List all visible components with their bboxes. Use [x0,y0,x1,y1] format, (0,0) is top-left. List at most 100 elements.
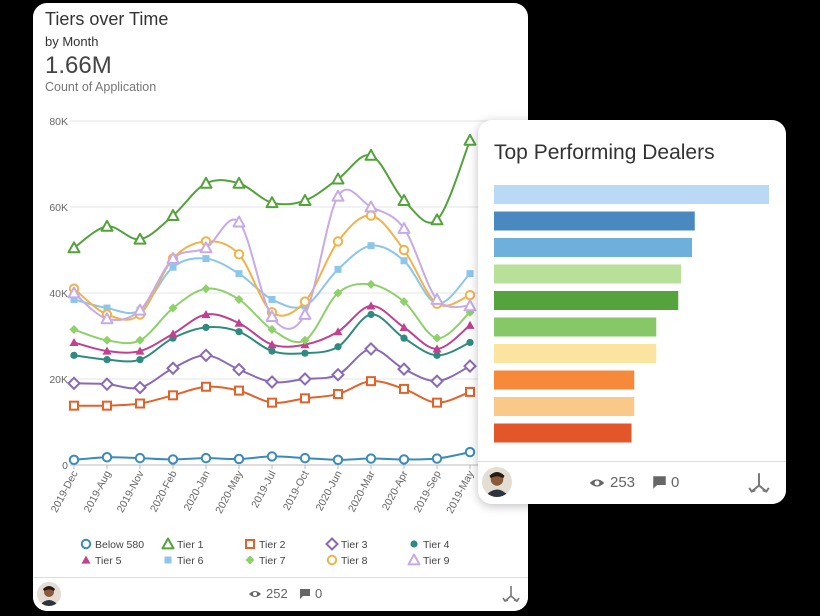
data-point-tier-9 [232,215,246,228]
data-point-tier-5 [366,301,376,310]
x-tick-label: 2020-Mar [346,468,378,514]
data-point-tier-7 [102,335,112,345]
data-point-tier-5 [399,322,409,331]
data-point-tier-9 [166,252,180,264]
legend-item-tier-6: Tier 6 [164,555,204,567]
top-performing-dealers-card: Top Performing Dealers 253 0 [478,120,786,504]
data-point-tier-4 [367,310,375,319]
data-point-below-580 [266,451,278,462]
data-point-tier-3 [100,377,114,392]
data-point-below-580 [233,453,245,465]
dealers-bar-chart [494,185,769,443]
data-point-tier-5 [135,346,145,355]
eye-icon [249,590,261,597]
data-point-tier-1 [331,172,345,185]
data-point-tier-7 [69,325,79,335]
data-point-tier-2 [135,398,145,409]
data-point-tier-1 [199,176,213,189]
view-count-value: 253 [610,474,636,491]
data-point-tier-4 [235,328,243,336]
data-point-tier-1 [430,213,444,226]
data-point-below-580 [167,454,179,465]
data-point-tier-3 [166,361,180,376]
legend-item-tier-1: Tier 1 [161,537,204,551]
legend-label: Tier 4 [423,539,450,551]
data-point-tier-2 [465,386,475,397]
tiers-over-time-card: Tiers over Time by Month 1.66M Count of … [33,3,528,611]
expand-icon[interactable] [502,585,520,603]
data-point-below-580 [431,453,443,464]
legend-label: Tier 3 [341,539,368,551]
legend-item-below-580: Below 580 [80,538,144,551]
data-point-below-580 [68,454,80,466]
avatar[interactable] [482,467,512,497]
data-point-tier-1 [133,232,147,245]
data-point-tier-5 [432,344,442,353]
series-tier-9 [67,188,477,330]
data-point-tier-7 [201,284,211,294]
data-point-tier-1 [397,194,411,206]
comment-count[interactable]: 0 [652,474,679,491]
data-point-tier-4 [334,343,342,351]
data-point-tier-3 [397,362,411,377]
data-point-tier-5 [465,320,475,329]
data-point-tier-6 [334,265,342,273]
data-point-tier-9 [133,303,147,316]
data-point-tier-2 [201,381,211,392]
dealer-bar [494,423,632,443]
data-point-tier-7 [168,303,178,313]
comment-count-value: 0 [671,474,680,491]
data-point-below-580 [200,452,212,464]
series-tier-7 [69,279,475,345]
x-tick-label: 2020-Jun [313,469,344,513]
data-point-below-580 [332,454,344,466]
dealer-bar [494,291,679,310]
data-point-tier-8 [332,236,344,247]
x-tick-label: 2019-Sep [412,469,444,515]
data-point-tier-6 [70,295,78,303]
legend-marker [410,540,418,548]
data-point-tier-9 [265,310,279,323]
data-point-tier-5 [333,327,343,336]
card-title: Tiers over Time [45,9,169,29]
x-tick-label: 2019-Nov [115,468,147,514]
data-point-tier-2 [267,397,277,408]
data-point-tier-6 [400,257,408,265]
card-footer: 252 0 [33,577,528,611]
data-point-below-580 [101,452,113,463]
x-tick-label: 2019-Jul [249,469,279,510]
data-point-tier-9 [331,189,345,202]
legend-label: Tier 5 [95,555,122,567]
data-point-tier-6 [268,295,276,303]
data-point-tier-8 [398,244,410,256]
data-point-tier-9 [100,312,114,325]
person-icon [482,467,512,497]
data-point-tier-3 [232,362,246,377]
data-point-tier-4 [433,351,441,359]
data-point-tier-3 [463,359,477,374]
data-point-below-580 [464,446,476,458]
metric-value: 1.66M [45,52,112,79]
data-point-tier-1 [298,194,312,206]
data-point-below-580 [365,453,377,464]
expand-icon[interactable] [748,472,770,494]
y-tick-label: 40K [49,288,68,300]
person-icon [37,582,61,606]
data-point-tier-5 [102,346,112,355]
data-point-tier-3 [133,380,147,395]
legend-item-tier-3: Tier 3 [325,537,368,551]
comment-icon [300,588,310,599]
dealer-bar [494,397,635,416]
x-tick-label: 2019-Dec [49,469,81,515]
data-point-tier-6 [103,304,111,312]
data-point-tier-4 [103,356,111,364]
series-line-tier-1 [73,139,471,249]
data-point-tier-1 [100,219,114,232]
data-point-tier-9 [430,292,444,305]
data-point-tier-8 [464,289,476,301]
comment-count[interactable]: 0 [299,586,322,601]
legend-marker [161,537,175,550]
series-tier-3 [67,341,477,395]
legend-item-tier-2: Tier 2 [245,539,286,551]
avatar[interactable] [37,582,61,606]
